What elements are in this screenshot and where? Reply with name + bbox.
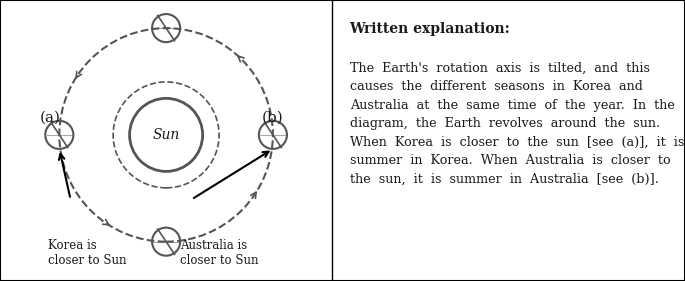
- Text: (b): (b): [262, 111, 284, 125]
- Text: Written explanation:: Written explanation:: [349, 22, 510, 37]
- Text: Australia is
closer to Sun: Australia is closer to Sun: [180, 239, 259, 267]
- Text: Sun: Sun: [153, 128, 179, 142]
- Text: Korea is
closer to Sun: Korea is closer to Sun: [48, 239, 127, 267]
- Text: The  Earth's  rotation  axis  is  tilted,  and  this
causes  the  different  sea: The Earth's rotation axis is tilted, and…: [349, 62, 684, 186]
- Text: (a): (a): [40, 111, 61, 125]
